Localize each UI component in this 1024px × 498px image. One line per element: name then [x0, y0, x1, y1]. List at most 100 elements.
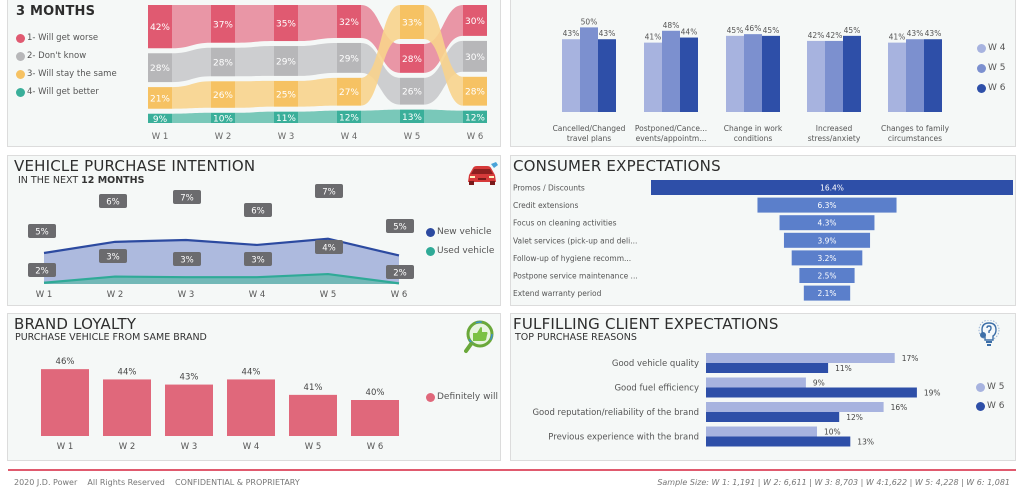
ribbon-flow-better [424, 109, 463, 123]
impact-x-tick: Cancelled/Changed [553, 124, 626, 133]
loyalty-bar-label: 46% [56, 357, 75, 367]
legend-label: 2- Don't know [27, 51, 87, 61]
new-vehicle-label-box [28, 224, 56, 238]
impact-x-tick: Changes to family [881, 124, 950, 133]
ribbon-label-worse: 32% [339, 18, 359, 28]
ribbon-flow-worse [298, 5, 337, 42]
ribbon-node-dont_know [400, 77, 424, 105]
reason-bar-label: 19% [924, 389, 941, 398]
loyalty-x-tick: W 1 [57, 442, 74, 452]
loyalty-bar-label: 41% [304, 383, 323, 393]
legend-label: W 4 [988, 43, 1006, 53]
impact-x-tick: circumstances [888, 134, 942, 143]
impact-bar-w6 [843, 35, 861, 112]
outlook-ribbon-chart: 42% 28% 21% 9% W 1 37% 28% 26% 10% W 2 35% 29% 25% 11… [148, 5, 487, 142]
ribbon-node-dont_know [337, 42, 361, 73]
impact-bar-label: 46% [745, 24, 762, 33]
impact-bar-label: 48% [663, 21, 680, 30]
funnel-category-label: Extend warranty period [513, 289, 602, 298]
thumbs-up-magnifier-icon [464, 320, 494, 353]
impact-bar-w4 [726, 35, 744, 112]
ribbon-flow-worse [172, 5, 211, 49]
reason-category-label: Good fuel efficiency [614, 384, 699, 394]
impact-x-tick: events/appointm... [636, 134, 707, 143]
legend-label: 4- Will get better [27, 87, 99, 97]
impact-bar-label: 44% [681, 28, 698, 37]
legend-w5: W 5 [977, 63, 1006, 73]
ribbon-node-dont_know [211, 47, 235, 77]
funnel-bar [779, 215, 875, 231]
impact-bar-w4 [562, 39, 580, 112]
ribbon-node-better [274, 111, 298, 123]
ribbon-x-tick: W 3 [278, 132, 295, 142]
loyalty-x-tick: W 5 [305, 442, 322, 452]
funnel-bar-label: 4.3% [817, 219, 836, 228]
impact-bar-w5 [580, 27, 598, 113]
funnel-bar-label: 16.4% [820, 184, 844, 193]
legend-dot-worse [16, 33, 25, 43]
funnel-category-label: Postpone service maintenance ... [513, 272, 638, 281]
used-vehicle-area [44, 274, 399, 284]
ribbon-node-worse [400, 43, 424, 73]
impact-bar-w6 [598, 39, 616, 112]
footer-sample-size: Sample Size: W 1: 1,191 | W 2: 6,611 | W… [657, 478, 1010, 487]
vehicle-x-tick: W 4 [249, 290, 266, 300]
outlook-panel: 3 MONTHS 1- Will get worse 2- Don't know… [7, 0, 501, 147]
ribbon-flow-dont_know [235, 46, 274, 77]
impact-bar-label: 45% [727, 26, 744, 35]
impact-bar-w6 [680, 37, 698, 112]
new-vehicle-label: 6% [251, 207, 265, 217]
lightbulb-question-icon [978, 320, 1000, 346]
ribbon-node-worse [337, 5, 361, 38]
consumer-title: CONSUMER EXPECTATIONS [513, 157, 721, 175]
impact-x-tick: Increased [816, 124, 853, 133]
funnel-category-label: Valet services (pick-up and deli... [513, 236, 637, 245]
legend-dot-w4 [977, 43, 986, 53]
new-vehicle-area [44, 238, 399, 284]
reason-bar-w6 [706, 387, 917, 398]
impact-x-tick: Change in work [724, 124, 783, 133]
legend-dot-same [16, 69, 25, 79]
car-icon [468, 162, 498, 185]
ribbon-flow-same [172, 81, 211, 109]
reason-bar-label: 10% [824, 428, 841, 437]
ribbon-flow-same [235, 80, 274, 108]
impact-bar-w6 [762, 35, 780, 112]
used-vehicle-label: 3% [106, 253, 120, 263]
ribbon-node-dont_know [148, 53, 172, 83]
funnel-bar [783, 232, 871, 248]
new-vehicle-label-box [173, 190, 201, 204]
loyalty-x-tick: W 6 [367, 442, 384, 452]
ribbon-node-better [148, 113, 172, 123]
reason-bar-w5 [706, 353, 895, 363]
impact-bar-w4 [888, 42, 906, 112]
ribbon-node-worse [463, 5, 487, 36]
used-vehicle-label: 3% [251, 256, 265, 266]
impact-bar-label: 45% [844, 26, 861, 35]
reason-bar-label: 9% [813, 379, 825, 388]
legend-dot-used [426, 246, 435, 256]
impact-bar-label: 43% [599, 29, 616, 38]
legend-w4: W 4 [977, 43, 1006, 53]
ribbon-label-worse: 28% [402, 55, 422, 65]
loyalty-bar-label: 44% [118, 367, 137, 377]
ribbon-label-same: 26% [213, 91, 233, 101]
legend-new-vehicle: New vehicle [426, 227, 492, 237]
reason-category-label: Good reputation/reliability of the brand [532, 408, 699, 418]
impact-bar-label: 42% [826, 31, 843, 40]
ribbon-label-same: 25% [276, 90, 296, 100]
loyalty-bar [289, 394, 337, 436]
new-vehicle-label: 6% [106, 198, 120, 208]
footer-copyright: 2020 J.D. Power All Rights Reserved CONF… [14, 478, 300, 487]
loyalty-x-tick: W 4 [243, 442, 260, 452]
used-vehicle-label: 2% [35, 267, 49, 277]
impact-bar-w4 [644, 42, 662, 112]
ribbon-x-tick: W 4 [341, 132, 358, 142]
legend-label: 1- Will get worse [27, 33, 99, 43]
legend-w6: W 6 [976, 401, 1005, 411]
legend-dot-w5 [977, 63, 986, 73]
legend-label: W 5 [987, 382, 1005, 392]
reason-bar-w6 [706, 363, 829, 373]
reason-bar-w6 [706, 436, 851, 447]
